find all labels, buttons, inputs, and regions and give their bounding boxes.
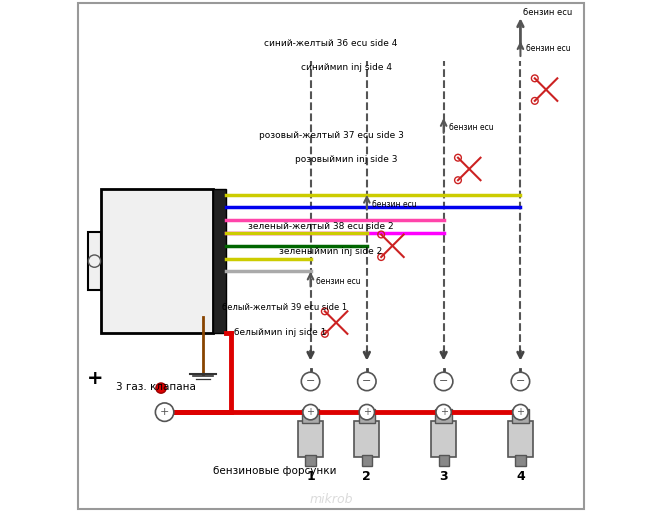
Text: 2: 2 — [363, 470, 371, 483]
Text: −: − — [516, 376, 525, 387]
FancyBboxPatch shape — [101, 189, 213, 333]
Text: +: + — [160, 407, 169, 417]
Text: −: − — [306, 376, 315, 387]
Circle shape — [303, 404, 318, 420]
Text: mikrob: mikrob — [309, 493, 353, 506]
Circle shape — [156, 383, 166, 393]
FancyBboxPatch shape — [303, 409, 319, 423]
Circle shape — [88, 255, 101, 267]
Text: белый-желтый 39 ecu side 1: белый-желтый 39 ecu side 1 — [222, 303, 348, 312]
Circle shape — [434, 372, 453, 391]
Circle shape — [156, 403, 174, 421]
FancyBboxPatch shape — [305, 455, 316, 466]
FancyBboxPatch shape — [354, 421, 379, 457]
Text: синиймиn inj side 4: синиймиn inj side 4 — [301, 63, 392, 72]
FancyBboxPatch shape — [438, 455, 449, 466]
FancyBboxPatch shape — [512, 409, 529, 423]
Text: синий-желтый 36 ecu side 4: синий-желтый 36 ecu side 4 — [264, 39, 398, 48]
Circle shape — [513, 404, 528, 420]
Text: 3: 3 — [440, 470, 448, 483]
Text: 1: 1 — [306, 470, 315, 483]
Circle shape — [436, 404, 451, 420]
Circle shape — [301, 372, 320, 391]
Text: +: + — [516, 407, 524, 417]
FancyBboxPatch shape — [515, 455, 526, 466]
Text: розовый-желтый 37 ecu side 3: розовый-желтый 37 ecu side 3 — [259, 131, 403, 140]
Text: бензин ecu: бензин ecu — [372, 200, 416, 209]
Text: розовыймиn inj side 3: розовыймиn inj side 3 — [295, 155, 398, 164]
Circle shape — [357, 372, 376, 391]
FancyBboxPatch shape — [213, 189, 226, 333]
Text: белыймиn inj side 1: белыймиn inj side 1 — [234, 328, 326, 337]
Text: +: + — [363, 407, 371, 417]
Text: бензин ecu: бензин ecu — [523, 8, 572, 17]
FancyBboxPatch shape — [508, 421, 533, 457]
Text: зеленый-желтый 38 ecu side 2: зеленый-желтый 38 ecu side 2 — [248, 222, 394, 231]
Text: бензин ecu: бензин ecu — [449, 123, 493, 133]
Text: +: + — [440, 407, 448, 417]
Text: +: + — [87, 369, 104, 389]
Text: бензин ecu: бензин ecu — [316, 277, 360, 286]
FancyBboxPatch shape — [361, 455, 372, 466]
FancyBboxPatch shape — [359, 409, 375, 423]
Text: −: − — [439, 376, 448, 387]
FancyBboxPatch shape — [436, 409, 452, 423]
Circle shape — [511, 372, 530, 391]
FancyBboxPatch shape — [431, 421, 456, 457]
Text: бензин ecu: бензин ecu — [526, 44, 570, 53]
FancyBboxPatch shape — [88, 232, 101, 290]
Text: зеленыймиn inj side 2: зеленыймиn inj side 2 — [279, 247, 383, 257]
Text: +: + — [307, 407, 314, 417]
Text: −: − — [362, 376, 371, 387]
Text: 4: 4 — [516, 470, 525, 483]
FancyBboxPatch shape — [298, 421, 323, 457]
Circle shape — [359, 404, 375, 420]
Text: 3 газ. клапана: 3 газ. клапана — [116, 381, 196, 392]
Text: бензиновые форсунки: бензиновые форсунки — [213, 466, 337, 476]
